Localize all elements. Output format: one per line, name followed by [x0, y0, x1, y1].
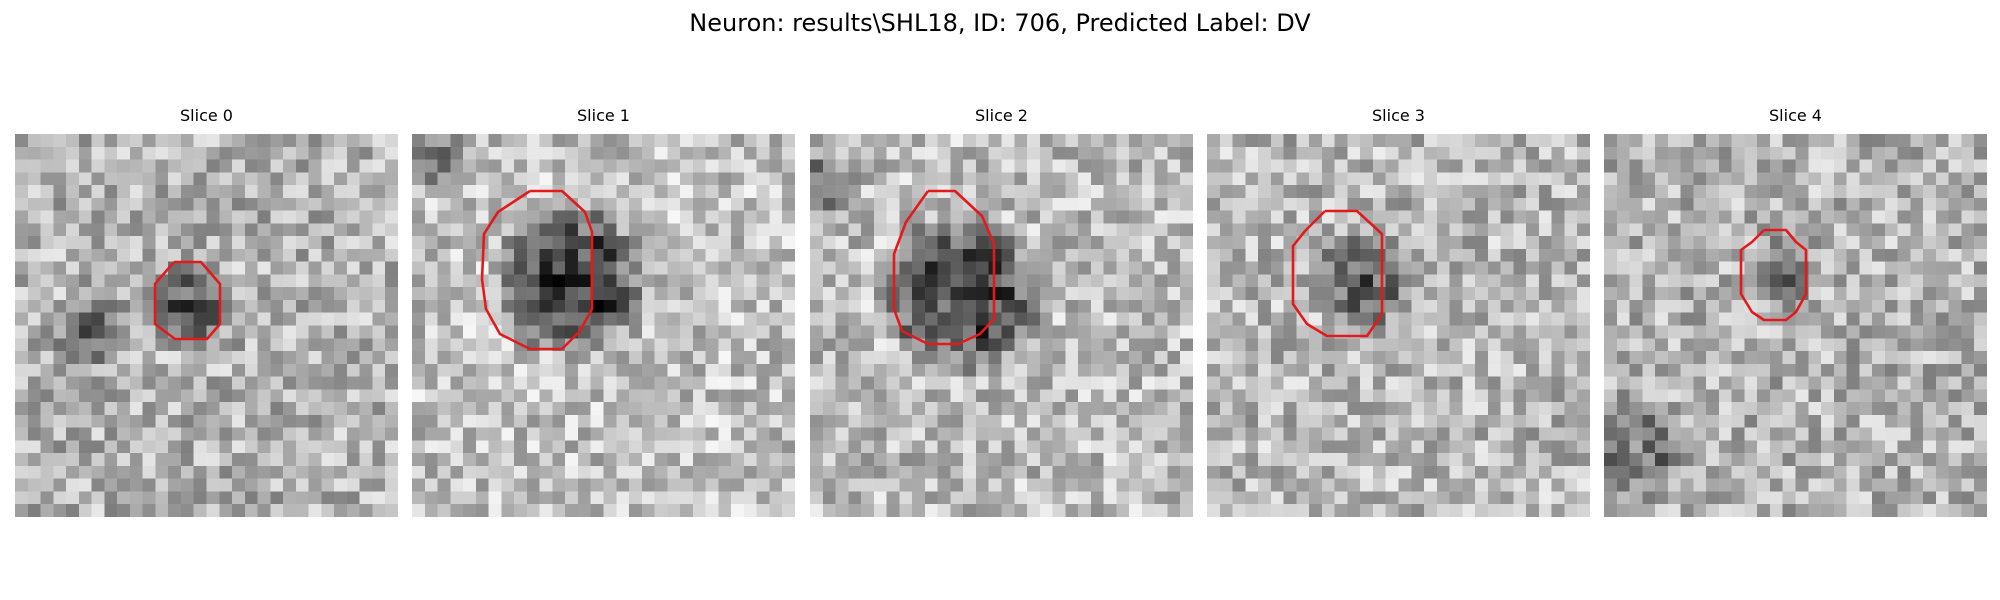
contour-overlay-4 — [1739, 228, 1808, 322]
slice-title-4: Slice 4 — [1769, 106, 1822, 125]
roi-contour-3 — [1291, 209, 1384, 338]
contour-overlay-2 — [892, 189, 996, 346]
slice-image-0 — [15, 134, 398, 517]
figure-title: Neuron: results\SHL18, ID: 706, Predicte… — [689, 9, 1311, 37]
roi-contour-2 — [892, 189, 996, 346]
slice-image-4 — [1604, 134, 1987, 517]
slice-panel-3: Slice 3 — [1207, 106, 1590, 541]
contour-overlay-0 — [153, 260, 222, 341]
roi-contour-4 — [1739, 228, 1808, 322]
slice-image-2 — [810, 134, 1193, 517]
roi-contour-1 — [480, 189, 594, 351]
slice-panel-4: Slice 4 — [1604, 106, 1987, 541]
slice-image-1 — [412, 134, 795, 517]
roi-contour-0 — [153, 260, 222, 341]
slice-title-1: Slice 1 — [577, 106, 630, 125]
contour-overlay-3 — [1291, 209, 1384, 338]
slice-panel-2: Slice 2 — [810, 106, 1193, 541]
slice-title-2: Slice 2 — [975, 106, 1028, 125]
contour-overlay-1 — [480, 189, 594, 351]
slice-title-0: Slice 0 — [180, 106, 233, 125]
slice-panel-1: Slice 1 — [412, 106, 795, 541]
slice-image-3 — [1207, 134, 1590, 517]
slice-panel-0: Slice 0 — [15, 106, 398, 541]
slice-title-3: Slice 3 — [1372, 106, 1425, 125]
